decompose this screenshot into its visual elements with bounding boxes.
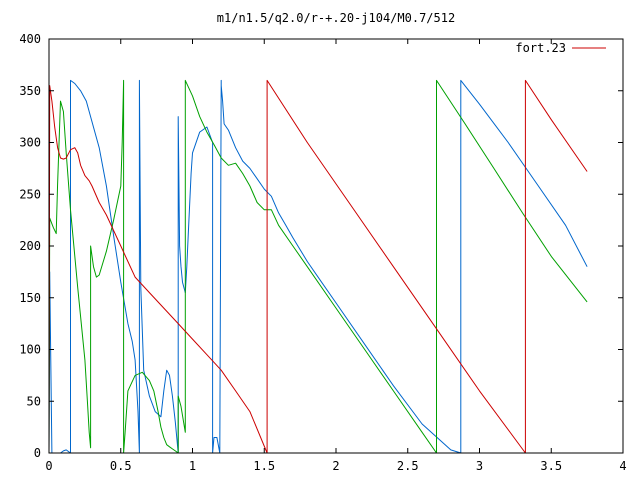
y-tick-label: 0 xyxy=(34,446,41,460)
x-tick-label: 0.5 xyxy=(110,459,132,473)
legend-label: fort.23 xyxy=(515,41,566,55)
x-tick-label: 1.5 xyxy=(253,459,275,473)
x-tick-label: 2 xyxy=(332,459,339,473)
y-tick-label: 100 xyxy=(19,343,41,357)
y-tick-label: 250 xyxy=(19,187,41,201)
x-tick-label: 3.5 xyxy=(540,459,562,473)
y-tick-label: 200 xyxy=(19,239,41,253)
plot-frame xyxy=(48,38,624,454)
series-red-line xyxy=(48,79,588,454)
x-tick-label: 3 xyxy=(476,459,483,473)
series-layer xyxy=(48,79,588,454)
y-tick-label: 300 xyxy=(19,136,41,150)
legend: fort.23 xyxy=(515,41,606,55)
y-tick-label: 350 xyxy=(19,84,41,98)
x-tick-label: 0 xyxy=(45,459,52,473)
x-tick-label: 2.5 xyxy=(397,459,419,473)
x-tick-label: 4 xyxy=(619,459,626,473)
x-tick-label: 1 xyxy=(189,459,196,473)
series-blue-line xyxy=(48,79,588,454)
y-tick-label: 400 xyxy=(19,32,41,46)
series-green-line xyxy=(48,79,588,454)
y-tick-label: 150 xyxy=(19,291,41,305)
y-tick-label: 50 xyxy=(27,394,41,408)
axes-layer: 0 0.5 1 1.5 2 2.5 3 3.5 4 0 50 100 150 200 250 300 350 40… xyxy=(19,32,626,473)
chart-title: m1/n1.5/q2.0/r-+.20-j104/M0.7/512 xyxy=(217,11,455,25)
